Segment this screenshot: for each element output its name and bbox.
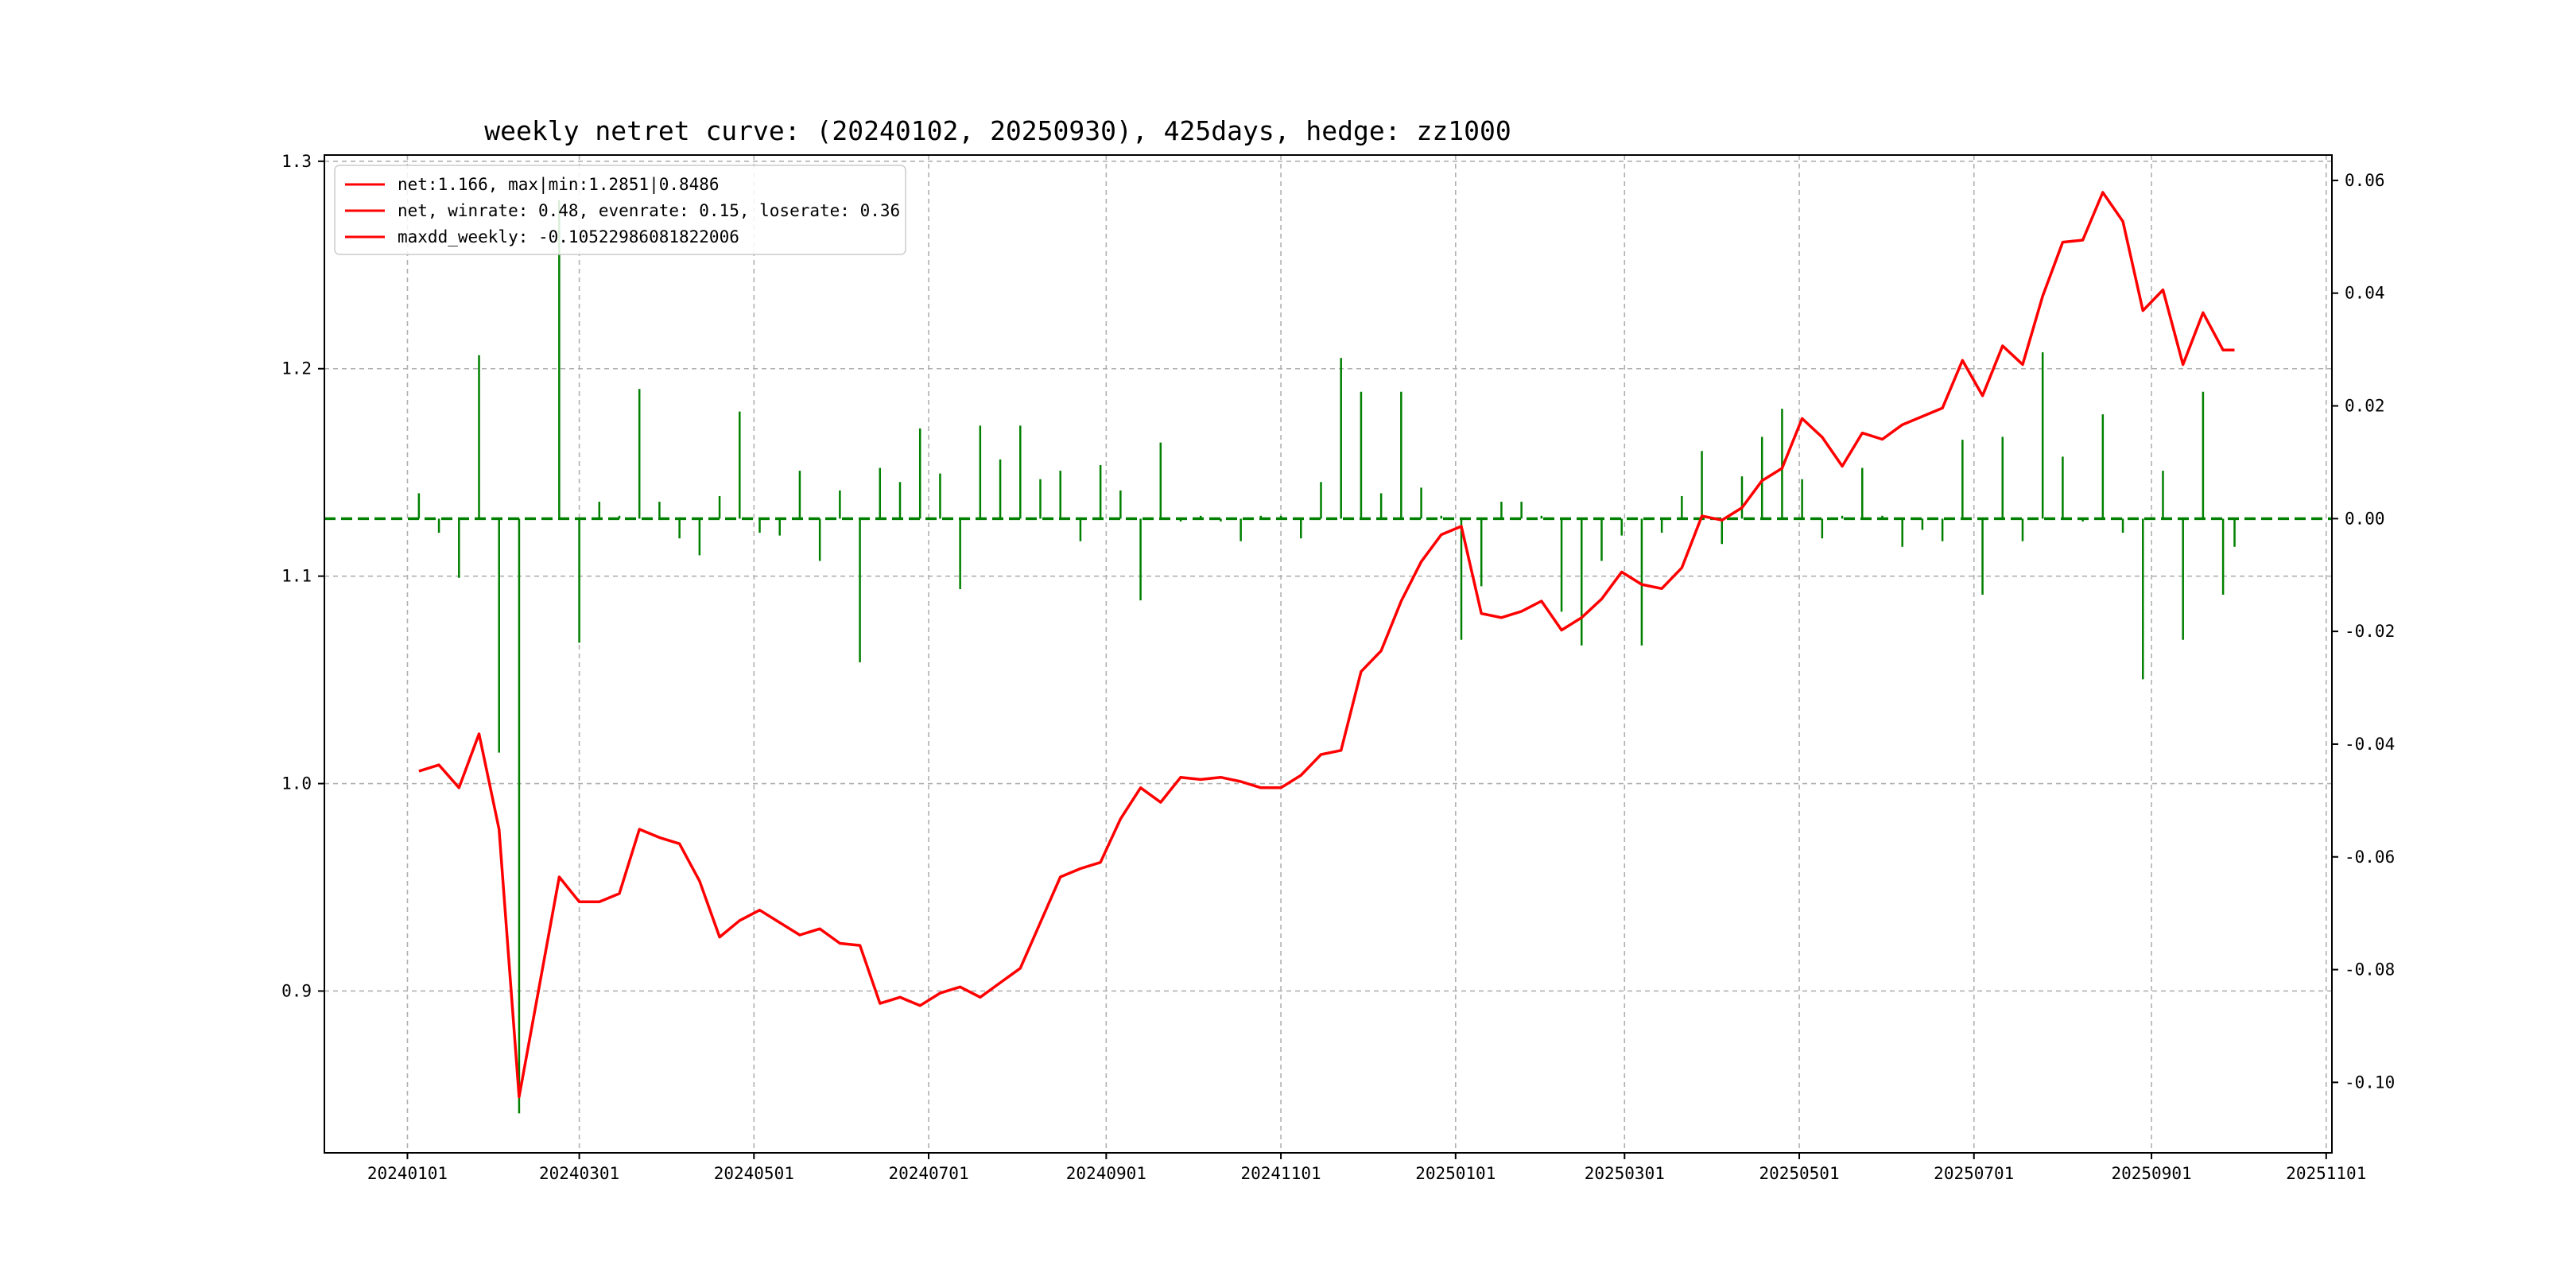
x-tick-label: 20251101 [2286, 1164, 2366, 1183]
left-y-tick-label: 0.9 [281, 981, 312, 1000]
right-y-tick-label: -0.04 [2345, 735, 2395, 754]
right-y-tick-label: 0.04 [2345, 284, 2385, 303]
right-y-axis-ticks: -0.10 -0.08 -0.06 -0.04 -0.02 0.00 0.02 0.04 0.0… [2332, 171, 2395, 1092]
right-y-tick-label: -0.10 [2345, 1073, 2395, 1092]
chart-title: weekly netret curve: (20240102, 20250930… [484, 115, 1511, 146]
net-curve-layer [418, 191, 2235, 1099]
right-y-tick-label: -0.02 [2345, 622, 2395, 641]
plot-frame [324, 154, 2333, 1154]
right-y-tick-label: 0.00 [2345, 509, 2385, 528]
x-tick-label: 20240501 [714, 1164, 794, 1183]
net-curve-line [418, 191, 2235, 1099]
legend-entry-winrate: net, winrate: 0.48, evenrate: 0.15, lose… [398, 201, 900, 220]
left-y-tick-label: 1.2 [281, 359, 312, 378]
right-y-tick-label: -0.06 [2345, 848, 2395, 867]
right-y-tick-label: -0.08 [2345, 960, 2395, 980]
x-tick-label: 20240101 [367, 1164, 448, 1183]
x-tick-label: 20250501 [1759, 1164, 1839, 1183]
x-tick-label: 20240901 [1066, 1164, 1146, 1183]
weekly-return-bars [417, 200, 2236, 1114]
x-tick-label: 20250701 [1934, 1164, 2014, 1183]
right-y-tick-label: 0.02 [2345, 397, 2385, 416]
x-tick-label: 20240701 [888, 1164, 968, 1183]
grid-layer [324, 155, 2332, 1153]
axes [324, 154, 2333, 1154]
right-y-tick-label: 0.06 [2345, 171, 2385, 190]
x-axis-ticks: 20240101 20240301 20240501 20240701 20240901… [367, 1153, 2366, 1183]
legend-entry-maxdd: maxdd_weekly: -0.10522986081822006 [398, 227, 739, 246]
x-tick-label: 20250301 [1585, 1164, 1665, 1183]
left-y-tick-label: 1.0 [281, 774, 312, 793]
left-y-tick-label: 1.1 [281, 567, 312, 586]
x-tick-label: 20250101 [1415, 1164, 1496, 1183]
legend: net:1.166, max|min:1.2851|0.8486 net, wi… [334, 165, 906, 255]
x-tick-label: 20250901 [2111, 1164, 2191, 1183]
x-tick-label: 20240301 [539, 1164, 619, 1183]
left-y-tick-label: 1.3 [281, 152, 312, 171]
x-tick-label: 20241101 [1240, 1164, 1321, 1183]
legend-entry-net: net:1.166, max|min:1.2851|0.8486 [398, 175, 720, 195]
left-y-axis-ticks: 0.9 1.0 1.1 1.2 1.3 [281, 152, 324, 1000]
legend-box [334, 165, 906, 255]
